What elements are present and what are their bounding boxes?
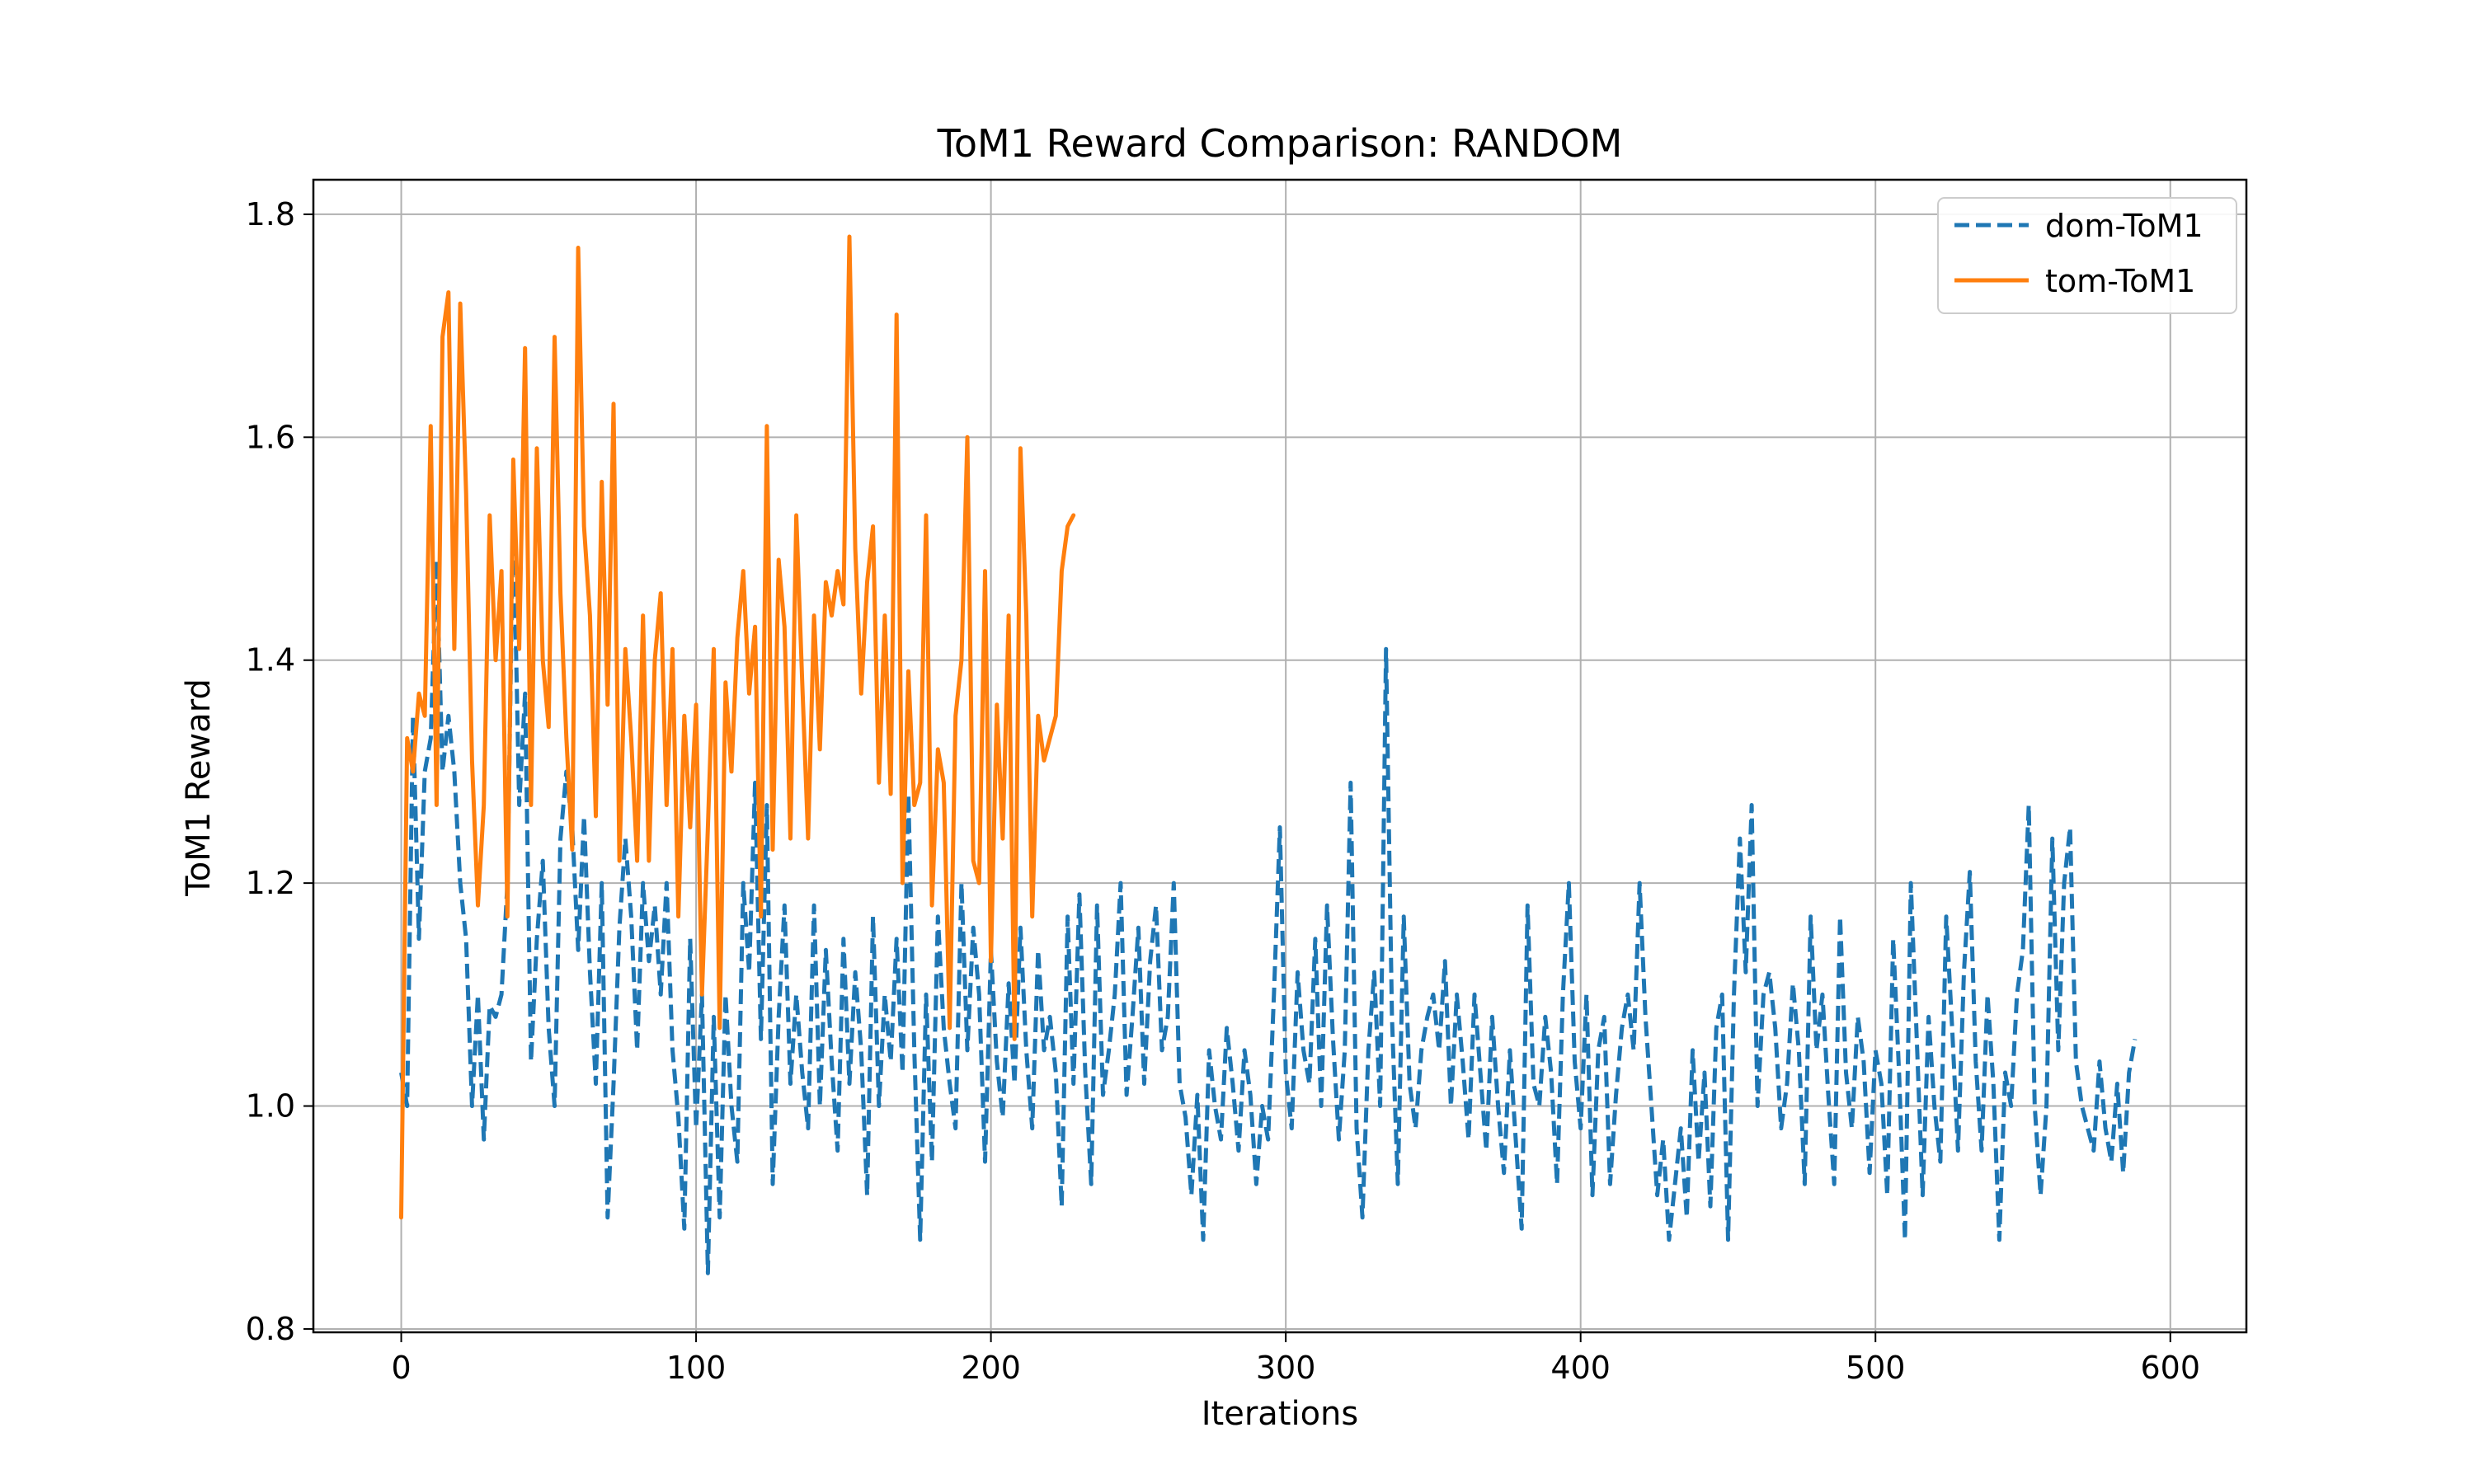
series-line-dom-tom1	[399, 513, 2138, 1275]
y-axis-label: ToM1 Reward	[180, 679, 218, 897]
legend: dom-ToM1 tom-ToM1	[1937, 197, 2237, 314]
legend-box	[1937, 197, 2237, 314]
axis-ticks: 0 100 200 300 400 500 600 0.8 1.0 1.2 1.4 1.6 1.8	[246, 196, 2200, 1386]
y-tick-label: 1.4	[246, 642, 295, 679]
legend-label-tom-tom1: tom-ToM1	[2045, 263, 2195, 299]
series-line-tom-tom1	[399, 234, 1076, 1220]
chart-title: ToM1 Reward Comparison: RANDOM	[937, 121, 1623, 166]
x-axis-label: Iterations	[1202, 1395, 1359, 1433]
y-tick-label: 0.8	[246, 1311, 295, 1347]
x-tick-label: 0	[391, 1350, 411, 1386]
x-tick-label: 300	[1256, 1350, 1316, 1386]
legend-label-dom-tom1: dom-ToM1	[2045, 208, 2204, 244]
y-tick-label: 1.6	[246, 419, 295, 455]
x-tick-label: 100	[666, 1350, 727, 1386]
y-tick-label: 1.0	[246, 1088, 295, 1125]
data-series	[399, 234, 2138, 1275]
x-tick-label: 500	[1846, 1350, 1906, 1386]
y-tick-label: 1.8	[246, 196, 295, 232]
x-tick-label: 200	[961, 1350, 1021, 1386]
y-tick-label: 1.2	[246, 865, 295, 901]
plot-area-frame	[312, 178, 2248, 1334]
x-tick-label: 400	[1550, 1350, 1611, 1386]
x-tick-label: 600	[2140, 1350, 2200, 1386]
